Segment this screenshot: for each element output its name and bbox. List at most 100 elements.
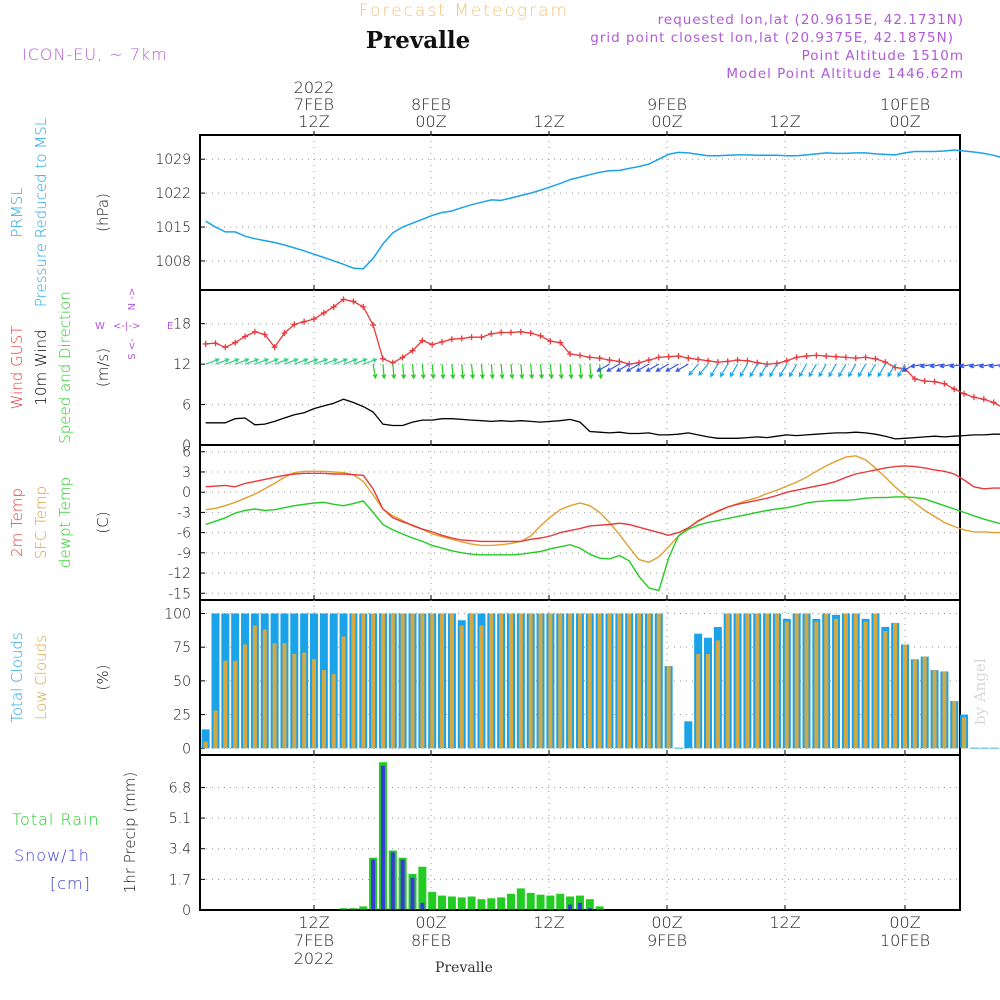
y-tick-label: -12 (168, 566, 191, 582)
bar-low-clouds (538, 613, 543, 749)
compass-north: N -> (127, 288, 138, 311)
bottom-tick-date: 10FEB (880, 931, 930, 950)
panel-precipitation: 0 1.7 3.4 5.1 6.8 Total Rain Snow/1h [cm] 1hr Pr… (12, 754, 961, 919)
wind-direction-arrow (887, 363, 896, 378)
wind-direction-arrow (440, 364, 446, 380)
forecast-title: Forecast Meteogram (359, 1, 569, 21)
panel-wind: 0 6 12 18 Wind GUST 10m Wind Speed and Directi… (8, 288, 1000, 454)
wind-direction-arrow (509, 364, 515, 380)
panel-frame (199, 754, 961, 911)
bar-low-clouds (784, 621, 789, 749)
wind-direction-arrow (568, 364, 574, 380)
y-tick-label: 100 (164, 606, 191, 622)
wind-direction-arrow (635, 363, 650, 372)
wind-direction-arrow (391, 364, 397, 380)
gust-marker (951, 386, 958, 393)
wind-direction-arrow (401, 364, 407, 380)
series-line-10m-wind (205, 398, 1000, 440)
bar-total-rain (349, 908, 358, 910)
bar-total-rain (497, 897, 506, 910)
panel-label: PRMSL (8, 187, 26, 237)
bar-low-clouds (932, 670, 937, 749)
gust-marker (311, 315, 317, 322)
wind-direction-arrow (710, 363, 719, 378)
gust-marker (685, 355, 692, 362)
bar-low-clouds (459, 625, 464, 749)
top-tick-date: 9FEB (647, 95, 687, 114)
bar-low-clouds (873, 613, 878, 749)
compass-arrows: <-|-> (113, 321, 140, 332)
panel-frame (199, 444, 961, 601)
gust-marker (705, 357, 711, 364)
bar-low-clouds (440, 613, 445, 749)
bar-snow (400, 859, 405, 910)
wind-direction-arrow (749, 363, 758, 378)
wind-direction-arrow (420, 364, 426, 380)
wind-direction-arrow (470, 364, 475, 380)
gust-marker (803, 353, 810, 360)
bar-low-clouds (794, 613, 799, 749)
grid-point: grid point closest lon,lat (20.9375E, 42… (590, 30, 954, 46)
bar-low-clouds (627, 613, 632, 749)
bar-low-clouds (479, 625, 484, 749)
watermark: by Angel (971, 658, 989, 725)
bar-low-clouds (203, 741, 208, 749)
panel-unit: (C) (94, 511, 112, 533)
bar-low-clouds (292, 653, 297, 749)
y-tick-label: -9 (177, 546, 191, 562)
y-tick-label: -3 (177, 505, 191, 521)
bottom-tick-date: 9FEB (647, 931, 687, 950)
place-title: Prevalle (366, 27, 470, 54)
compass-south: S <- (127, 338, 138, 360)
gust-marker (606, 357, 613, 364)
bar-total-rain (556, 893, 565, 910)
wind-direction-arrow (625, 363, 640, 372)
bar-total-clouds (211, 613, 220, 749)
bar-low-clouds (262, 629, 267, 749)
gust-marker (576, 352, 583, 359)
y-tick-label: 6 (182, 398, 191, 414)
wind-direction-arrow (225, 358, 240, 365)
bar-low-clouds (380, 613, 385, 749)
bar-low-clouds (577, 613, 582, 749)
gust-marker (862, 354, 869, 361)
top-tick-hour: 00Z (889, 112, 920, 131)
gust-marker (567, 351, 574, 358)
bar-low-clouds (607, 613, 612, 749)
top-tick-hour: 00Z (651, 112, 682, 131)
wind-direction-arrow (897, 363, 906, 378)
model-label: ICON-EU, ~ 7km (22, 45, 168, 64)
gust-marker (271, 344, 278, 351)
wind-direction-arrow (848, 363, 857, 378)
bar-low-clouds (725, 613, 730, 749)
gust-marker (527, 330, 534, 337)
gust-marker (961, 390, 968, 397)
bar-low-clouds (637, 613, 642, 749)
bar-total-rain (428, 891, 437, 910)
gust-marker (734, 357, 741, 364)
gust-marker (419, 337, 426, 344)
gust-marker (645, 357, 652, 364)
y-tick-label: 3.4 (169, 842, 191, 858)
panel-frame (199, 134, 961, 291)
gust-marker (301, 318, 308, 325)
wind-direction-arrow (698, 363, 709, 376)
bar-low-clouds (587, 613, 592, 749)
panel-label: Wind GUST (8, 326, 26, 410)
panel-label: Snow/1h (14, 846, 90, 865)
gust-marker (399, 354, 406, 361)
top-tick-date: 7FEB (294, 95, 334, 114)
gust-marker (537, 332, 544, 339)
gust-marker (508, 329, 514, 336)
wind-direction-arrow (548, 364, 554, 380)
y-tick-label: 1008 (155, 254, 191, 270)
panel-label: Pressure Reduced to MSL (32, 118, 50, 307)
bottom-tick-hour: 12Z (298, 913, 329, 932)
bar-low-clouds (765, 613, 770, 749)
wind-direction-arrow (254, 358, 270, 365)
bar-low-clouds (371, 613, 376, 749)
bar-low-clouds (893, 622, 898, 749)
gust-marker (458, 335, 465, 342)
wind-direction-arrow (789, 363, 798, 378)
